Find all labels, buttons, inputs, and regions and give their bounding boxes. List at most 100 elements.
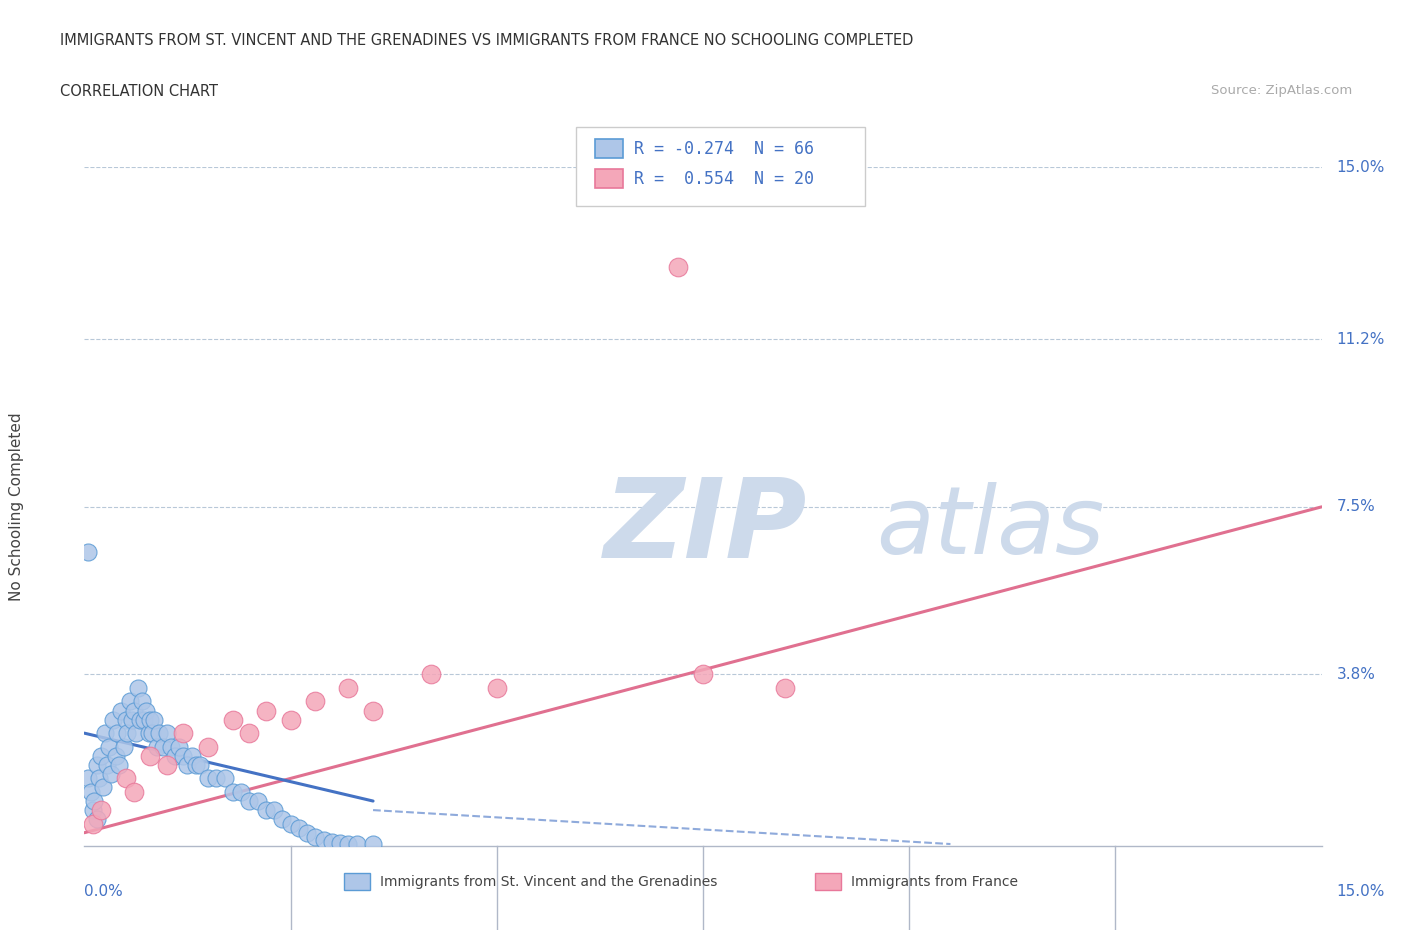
Text: R = -0.274  N = 66: R = -0.274 N = 66: [634, 140, 814, 158]
Point: [122, 785, 145, 800]
Point: [152, 739, 174, 754]
Point: [105, 725, 128, 740]
Point: [90, 803, 112, 817]
Point: [100, 766, 122, 781]
Text: ZIP: ZIP: [605, 473, 807, 580]
Point: [91, 780, 114, 795]
Point: [112, 739, 135, 754]
Point: [197, 771, 219, 786]
Point: [176, 757, 198, 772]
Text: 3.8%: 3.8%: [1337, 667, 1375, 682]
Point: [77, 771, 100, 786]
Point: [86, 812, 108, 827]
Point: [129, 712, 152, 727]
Point: [160, 739, 183, 754]
Point: [110, 703, 132, 718]
Point: [214, 771, 236, 786]
Point: [238, 725, 260, 740]
Point: [280, 712, 302, 727]
Point: [108, 757, 131, 772]
Point: [82, 817, 104, 831]
Text: 7.5%: 7.5%: [1337, 499, 1375, 514]
Point: [127, 681, 149, 696]
Point: [114, 712, 136, 727]
Point: [77, 545, 100, 560]
Point: [197, 739, 219, 754]
Point: [98, 739, 121, 754]
Text: 15.0%: 15.0%: [1337, 160, 1385, 175]
Text: 0.0%: 0.0%: [84, 884, 124, 898]
Point: [94, 725, 117, 740]
Point: [141, 725, 163, 740]
Point: [104, 749, 127, 764]
Point: [692, 667, 714, 682]
Point: [304, 694, 326, 709]
Text: Source: ZipAtlas.com: Source: ZipAtlas.com: [1212, 84, 1353, 97]
Point: [254, 803, 277, 817]
Point: [132, 712, 155, 727]
Point: [180, 749, 202, 764]
Point: [337, 681, 360, 696]
Point: [80, 785, 103, 800]
Point: [83, 793, 105, 808]
Text: No Schooling Completed: No Schooling Completed: [8, 413, 24, 601]
Point: [229, 785, 252, 800]
Point: [121, 712, 143, 727]
Point: [156, 725, 179, 740]
Point: [167, 739, 190, 754]
Text: atlas: atlas: [876, 482, 1105, 573]
Point: [222, 712, 245, 727]
Point: [238, 793, 260, 808]
Point: [246, 793, 269, 808]
Point: [254, 703, 277, 718]
Point: [146, 739, 169, 754]
Point: [122, 703, 145, 718]
Point: [361, 703, 384, 718]
Point: [117, 725, 139, 740]
Point: [96, 757, 118, 772]
Text: Immigrants from France: Immigrants from France: [851, 874, 1018, 889]
Point: [419, 667, 441, 682]
Point: [485, 681, 508, 696]
Point: [148, 725, 170, 740]
Point: [321, 834, 343, 849]
Point: [361, 837, 384, 852]
Point: [131, 694, 153, 709]
Point: [337, 837, 360, 852]
Point: [165, 749, 187, 764]
Point: [103, 712, 125, 727]
Point: [295, 825, 318, 840]
Point: [172, 725, 194, 740]
Point: [346, 837, 368, 852]
Point: [124, 725, 146, 740]
Point: [271, 812, 294, 827]
Point: [205, 771, 228, 786]
Point: [156, 757, 179, 772]
Point: [89, 771, 111, 786]
Point: [775, 681, 797, 696]
Point: [280, 817, 302, 831]
Point: [90, 749, 112, 764]
Point: [135, 703, 157, 718]
Point: [86, 757, 108, 772]
Point: [263, 803, 285, 817]
Point: [143, 712, 166, 727]
Text: 15.0%: 15.0%: [1337, 884, 1385, 898]
Point: [118, 694, 141, 709]
Point: [139, 712, 162, 727]
Point: [172, 749, 194, 764]
Point: [139, 749, 162, 764]
Point: [138, 725, 160, 740]
Point: [188, 757, 211, 772]
Point: [329, 835, 352, 850]
Point: [312, 832, 335, 847]
Point: [82, 803, 104, 817]
Point: [222, 785, 245, 800]
Text: Immigrants from St. Vincent and the Grenadines: Immigrants from St. Vincent and the Gren…: [380, 874, 717, 889]
Point: [304, 830, 326, 844]
Text: R =  0.554  N = 20: R = 0.554 N = 20: [634, 169, 814, 188]
Point: [114, 771, 136, 786]
Point: [666, 259, 689, 274]
Point: [184, 757, 207, 772]
Text: CORRELATION CHART: CORRELATION CHART: [60, 84, 218, 99]
